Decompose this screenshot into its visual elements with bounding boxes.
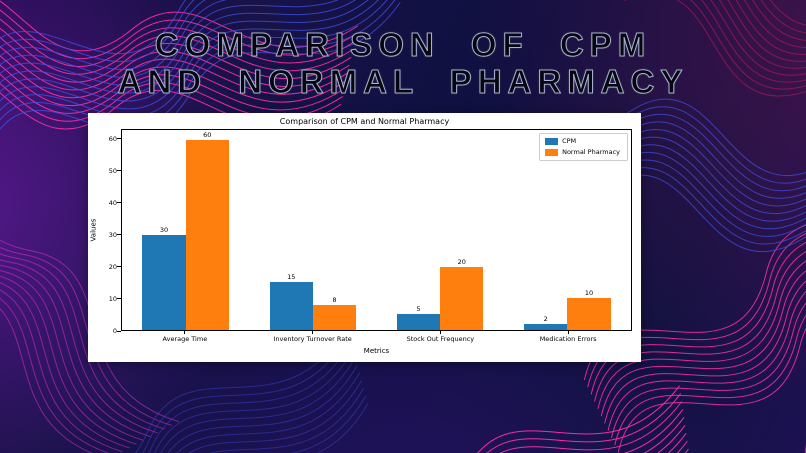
y-tick-labels: 0 10 20 30 40 50 60	[100, 129, 117, 335]
x-tick-label: Stock Out Frequency	[406, 335, 475, 343]
slide-title-line-1: Comparison of CPM	[154, 26, 652, 64]
bar	[524, 323, 568, 330]
bar	[269, 282, 313, 330]
bar	[142, 234, 186, 330]
x-tick-marks	[121, 331, 632, 334]
bar-column: 8	[312, 130, 357, 330]
y-tick-label: 50	[108, 166, 117, 175]
bar-column: 15	[269, 130, 313, 330]
x-tick-mark	[312, 331, 314, 334]
x-tick-label: Average Time	[162, 335, 208, 343]
slide-title-line-2: and Normal Pharmacy	[117, 63, 689, 101]
bar-group: 30 60	[122, 130, 249, 330]
chart-title: Comparison of CPM and Normal Pharmacy	[279, 117, 450, 126]
bar-group: 15 8	[249, 130, 376, 330]
bar-column: 2	[524, 130, 568, 330]
plot-area: 30 60 15 8 5 20 2 10 CPM Normal Pharmacy	[121, 129, 632, 331]
x-tick-labels: Average Time Inventory Turnover Rate Stock…	[121, 335, 632, 343]
y-axis-title: Values	[88, 129, 99, 331]
legend-item: Normal Pharmacy	[545, 149, 620, 156]
legend-label: CPM	[562, 137, 577, 145]
bar-value-label: 30	[159, 225, 169, 234]
bar-value-label: 8	[332, 295, 337, 304]
bar-column: 30	[142, 130, 186, 330]
y-tick-label: 40	[108, 198, 117, 207]
x-tick-mark	[439, 331, 441, 334]
bar-column: 20	[440, 130, 484, 330]
y-tick-label: 30	[108, 230, 117, 239]
legend-item: CPM	[545, 138, 620, 145]
bar-column: 5	[396, 130, 441, 330]
bar-value-label: 5	[416, 305, 421, 314]
bar-group: 5 20	[377, 130, 504, 330]
chart-panel: Comparison of CPM and Normal Pharmacy Va…	[88, 113, 641, 362]
x-tick-label: Inventory Turnover Rate	[273, 335, 352, 343]
bar	[185, 139, 229, 330]
bar	[396, 314, 441, 330]
bar-value-label: 60	[203, 130, 212, 139]
bar-value-label: 10	[584, 289, 594, 298]
y-tick-label: 60	[108, 134, 117, 143]
legend-swatch	[545, 149, 559, 156]
x-tick-mark	[184, 331, 186, 334]
x-axis-title: Metrics	[363, 347, 390, 355]
bar	[440, 266, 484, 330]
y-tick-label: 20	[108, 262, 117, 271]
y-tick-label: 10	[108, 294, 117, 303]
bar-value-label: 2	[543, 314, 548, 323]
bar-column: 60	[185, 130, 229, 330]
legend-swatch	[545, 138, 559, 145]
y-axis-title-text: Values	[89, 218, 98, 242]
bar-value-label: 20	[457, 257, 466, 266]
bar	[567, 298, 611, 330]
legend-label: Normal Pharmacy	[562, 148, 620, 156]
x-tick-mark	[567, 331, 569, 334]
slide-title: Comparison of CPM and Normal Pharmacy	[0, 26, 806, 101]
bar	[312, 304, 357, 330]
chart-legend: CPM Normal Pharmacy	[539, 133, 628, 161]
x-tick-label: Medication Errors	[539, 335, 597, 343]
bar-value-label: 15	[287, 273, 296, 282]
